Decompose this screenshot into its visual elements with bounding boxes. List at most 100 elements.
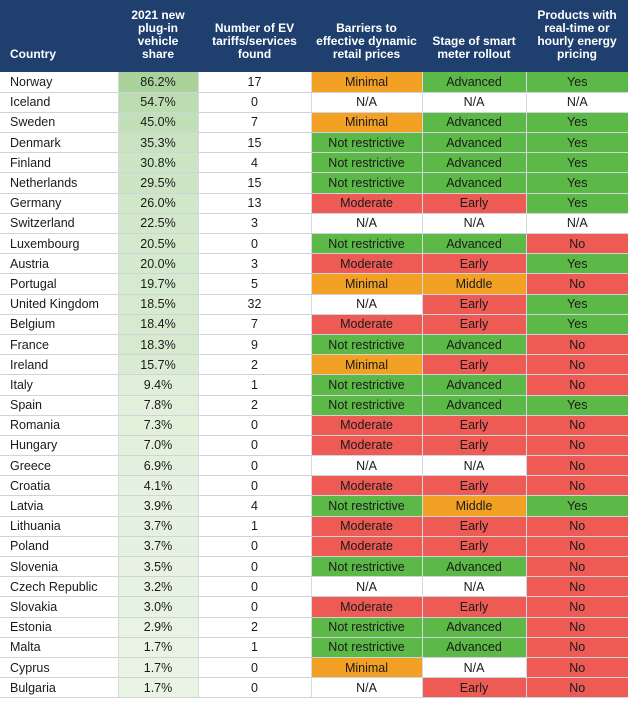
- smart-meter-stage-cell: Advanced: [421, 333, 526, 355]
- tariff-count-cell: 3: [197, 212, 311, 234]
- country-cell: Romania: [0, 414, 118, 436]
- tariff-count-cell: 17: [197, 72, 311, 93]
- barriers-cell: Moderate: [310, 313, 422, 335]
- tariff-count-cell: 0: [197, 555, 311, 577]
- realtime-products-cell: N/A: [525, 212, 628, 234]
- realtime-products-cell: No: [525, 515, 628, 537]
- plugin-share-cell: 18.5%: [117, 293, 198, 315]
- country-cell: Czech Republic: [0, 576, 118, 597]
- table-row: Norway 86.2% 17 Minimal Advanced Yes: [0, 72, 628, 93]
- table-row: Germany 26.0% 13 Moderate Early Yes: [0, 192, 628, 214]
- plugin-share-cell: 3.9%: [117, 495, 198, 517]
- smart-meter-stage-cell: Advanced: [421, 616, 526, 638]
- table-row: Czech Republic 3.2% 0 N/A N/A No: [0, 576, 628, 597]
- realtime-products-cell: Yes: [525, 152, 628, 173]
- country-cell: Denmark: [0, 132, 118, 153]
- tariff-count-cell: 0: [197, 475, 311, 496]
- realtime-products-cell: Yes: [525, 394, 628, 416]
- plugin-share-cell: 3.0%: [117, 596, 198, 618]
- country-cell: Bulgaria: [0, 677, 118, 699]
- smart-meter-stage-cell: Advanced: [421, 132, 526, 153]
- tariff-count-cell: 5: [197, 273, 311, 295]
- country-cell: Belgium: [0, 313, 118, 335]
- country-cell: Norway: [10, 74, 53, 89]
- barriers-cell: Minimal: [310, 111, 422, 133]
- plugin-share-cell: 1.7%: [117, 677, 198, 699]
- plugin-share-cell: 29.5%: [117, 172, 198, 194]
- plugin-share-cell: 15.7%: [117, 354, 198, 375]
- realtime-products-cell: No: [525, 232, 628, 254]
- country-cell: Malta: [0, 636, 118, 658]
- plugin-share-cell: 4.1%: [117, 475, 198, 496]
- table-row: Latvia 3.9% 4 Not restrictive Middle Yes: [0, 495, 628, 517]
- smart-meter-stage-cell: Advanced: [421, 636, 526, 658]
- barriers-cell: Moderate: [310, 253, 422, 274]
- table-row: Luxembourg 20.5% 0 Not restrictive Advanced N…: [0, 232, 628, 254]
- smart-meter-stage-cell: Early: [421, 354, 526, 375]
- tariff-count-cell: 3: [197, 253, 311, 274]
- barriers-cell: N/A: [310, 91, 422, 113]
- tariff-count-cell: 1: [197, 515, 311, 537]
- tariff-count-cell: 0: [197, 677, 311, 699]
- country-cell: Slovenia: [0, 555, 118, 577]
- tariff-count-cell: 1: [197, 374, 311, 395]
- tariff-count-cell: 7: [197, 313, 311, 335]
- plugin-share-cell: 7.0%: [117, 434, 198, 456]
- tariff-count-cell: 32: [197, 293, 311, 315]
- tariff-count-cell: 2: [197, 354, 311, 375]
- smart-meter-stage-cell: N/A: [421, 656, 526, 678]
- tariff-count-cell: 2: [197, 616, 311, 638]
- smart-meter-stage-cell: Early: [421, 313, 526, 335]
- country-cell: Latvia: [0, 495, 118, 517]
- plugin-share-cell: 54.7%: [117, 91, 198, 113]
- table-row: Slovenia 3.5% 0 Not restrictive Advanced No: [0, 555, 628, 577]
- realtime-products-cell: No: [525, 576, 628, 597]
- smart-meter-stage-cell: Middle: [421, 273, 526, 295]
- tariff-count-cell: 9: [197, 333, 311, 355]
- plugin-share-cell: 3.7%: [117, 515, 198, 537]
- plugin-share-cell: 22.5%: [117, 212, 198, 234]
- realtime-products-cell: Yes: [525, 192, 628, 214]
- realtime-products-cell: No: [525, 596, 628, 618]
- plugin-share-cell: 9.4%: [117, 374, 198, 395]
- table-body: Norway 86.2% 17 Minimal Advanced Yes Iceland 54…: [0, 72, 628, 699]
- table-row: Poland 3.7% 0 Moderate Early No: [0, 535, 628, 557]
- country-cell: Finland: [0, 152, 118, 173]
- smart-meter-stage-cell: Middle: [421, 495, 526, 517]
- tariff-count-cell: 4: [197, 495, 311, 517]
- barriers-cell: Minimal: [310, 273, 422, 295]
- plugin-share-cell: 2.9%: [117, 616, 198, 638]
- barriers-cell: Moderate: [310, 535, 422, 557]
- barriers-cell: N/A: [310, 576, 422, 597]
- realtime-products-cell: No: [525, 535, 628, 557]
- tariff-count-cell: 0: [197, 414, 311, 436]
- realtime-products-cell: Yes: [525, 293, 628, 315]
- table-row: Croatia 4.1% 0 Moderate Early No: [0, 475, 628, 496]
- country-cell: Greece: [0, 455, 118, 476]
- smart-meter-stage-cell: Early: [421, 434, 526, 456]
- barriers-cell: Not restrictive: [310, 495, 422, 517]
- country-cell: Switzerland: [0, 212, 118, 234]
- plugin-share-cell: 7.8%: [117, 394, 198, 416]
- table-row: Malta 1.7% 1 Not restrictive Advanced No: [0, 636, 628, 658]
- realtime-products-cell: Yes: [525, 253, 628, 274]
- smart-meter-stage-cell: Early: [421, 677, 526, 699]
- smart-meter-stage-cell: Early: [421, 192, 526, 214]
- country-cell: France: [0, 333, 118, 355]
- country-cell: Poland: [0, 535, 118, 557]
- smart-meter-stage-cell: N/A: [421, 212, 526, 234]
- header-tariff-count: Number of EV tariffs/services found: [212, 21, 297, 61]
- smart-meter-stage-cell: Early: [421, 535, 526, 557]
- plugin-share-cell: 7.3%: [117, 414, 198, 436]
- realtime-products-cell: Yes: [525, 172, 628, 194]
- country-cell: Slovakia: [0, 596, 118, 618]
- tariff-count-cell: 13: [197, 192, 311, 214]
- barriers-cell: Moderate: [310, 414, 422, 436]
- realtime-products-cell: No: [525, 414, 628, 436]
- table-row: United Kingdom 18.5% 32 N/A Early Yes: [0, 293, 628, 315]
- country-cell: Portugal: [0, 273, 118, 295]
- table-row: Slovakia 3.0% 0 Moderate Early No: [0, 596, 628, 618]
- tariff-count-cell: 0: [197, 656, 311, 678]
- country-cell: Lithuania: [0, 515, 118, 537]
- smart-meter-stage-cell: Early: [421, 475, 526, 496]
